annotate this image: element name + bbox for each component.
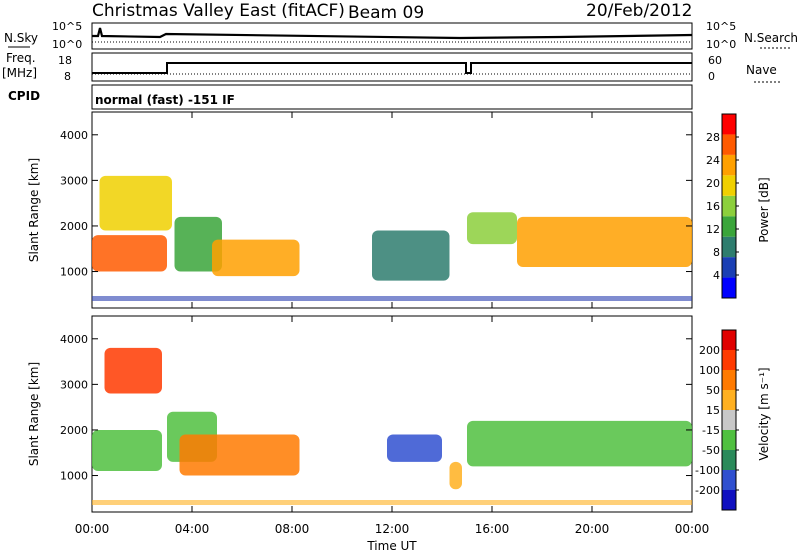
- freq-unit: [MHz]: [2, 66, 37, 80]
- velocity-colorbar-tick-label: 15: [706, 404, 720, 417]
- beam-label: Beam 09: [348, 3, 424, 23]
- velocity-colorbar-swatch: [722, 450, 736, 470]
- power-colorbar-swatch: [722, 236, 736, 258]
- power-colorbar-swatch: [722, 154, 736, 176]
- power-colorbar-tick-label: 24: [706, 154, 720, 167]
- power-colorbar-swatch: [722, 195, 736, 217]
- velocity-colorbar-swatch: [722, 430, 736, 450]
- cpid-label: CPID: [8, 89, 40, 103]
- velocity-colorbar-tick-label: 50: [706, 384, 720, 397]
- cpid-value: normal (fast) -151 IF: [95, 93, 235, 107]
- time-tick-label: 16:00: [475, 522, 510, 536]
- freq-trace: [92, 62, 692, 74]
- nsearch-label: N.Search: [744, 31, 798, 45]
- power-echo-band: [372, 230, 450, 281]
- velocity-colorbar-frame: [721, 329, 737, 511]
- power-colorbar-tick-label: 8: [713, 246, 720, 259]
- freq-label: Freq.: [6, 51, 36, 65]
- velocity-ytick-label: 4000: [60, 333, 88, 346]
- power-ytick-label: 2000: [60, 220, 88, 233]
- power-colorbar-swatch: [722, 216, 736, 237]
- nsky-trace: [92, 27, 693, 40]
- velocity-colorbar-swatch: [722, 410, 736, 430]
- nsky-tick-bottom: 10^0: [52, 38, 82, 51]
- velocity-colorbar-swatch: [722, 470, 736, 490]
- time-tick-label: 00:00: [75, 522, 110, 536]
- velocity-echo-band: [449, 461, 462, 490]
- velocity-colorbar: 200 100 50 15 -15 -50 -100 -200: [695, 329, 739, 511]
- velocity-ytick-label: 1000: [60, 470, 88, 483]
- power-colorbar-label: Power [dB]: [757, 177, 771, 242]
- plot-title: Christmas Valley East (fitACF): [92, 1, 345, 21]
- velocity-panel: 4000 3000 2000 1000 Slant Range [km]: [27, 315, 693, 513]
- power-ytick-label: 4000: [60, 129, 88, 142]
- freq-tick-bottom: 8: [64, 70, 71, 83]
- velocity-colorbar-tick-label: -15: [702, 424, 720, 437]
- power-ytick-label: 3000: [60, 174, 88, 187]
- time-tick-label: 12:00: [375, 522, 410, 536]
- freq-tick-top: 18: [58, 54, 72, 67]
- power-colorbar-swatch: [722, 134, 736, 155]
- power-ylabel: Slant Range [km]: [27, 158, 41, 262]
- velocity-colorbar-tick-label: -50: [702, 444, 720, 457]
- velocity-ytick-label: 3000: [60, 378, 88, 391]
- time-axis-label: Time UT: [366, 539, 417, 553]
- nsearch-tick-top: 10^5: [706, 20, 736, 33]
- velocity-ground-scatter: [92, 500, 692, 505]
- velocity-colorbar-swatch: [722, 390, 736, 410]
- power-ytick-label: 1000: [60, 266, 88, 279]
- time-axis: 00:00 04:00 08:00 12:00 16:00 20:00 00:00: [75, 112, 710, 536]
- velocity-colorbar-tick-label: -100: [695, 464, 720, 477]
- velocity-colorbar-swatch: [722, 490, 736, 510]
- velocity-colorbar-tick-label: 100: [699, 364, 720, 377]
- velocity-echo-band: [92, 429, 162, 471]
- velocity-echo-band: [179, 434, 300, 476]
- velocity-colorbar-label: Velocity [m s⁻¹]: [757, 367, 771, 460]
- power-echo-band: [174, 216, 222, 272]
- velocity-echo-band: [387, 434, 442, 462]
- nsky-label: N.Sky: [4, 31, 38, 45]
- power-echo-band: [92, 235, 167, 272]
- power-colorbar: 28 24 20 16 12 8 4: [706, 113, 739, 299]
- velocity-colorbar-swatch: [722, 330, 736, 350]
- power-echo-band: [517, 216, 692, 267]
- velocity-colorbar-tick-label: 200: [699, 344, 720, 357]
- power-colorbar-swatch: [722, 257, 736, 278]
- velocity-echo-band: [104, 347, 162, 394]
- time-tick-label: 00:00: [675, 522, 710, 536]
- power-ground-scatter: [92, 296, 692, 301]
- power-panel: 4000 3000 2000 1000 Slant Range [km]: [27, 111, 693, 309]
- time-tick-label: 04:00: [175, 522, 210, 536]
- velocity-colorbar-swatch: [722, 370, 736, 390]
- velocity-echo-band: [467, 420, 692, 467]
- power-colorbar-tick-label: 20: [706, 177, 720, 190]
- power-colorbar-tick-label: 12: [706, 223, 720, 236]
- power-colorbar-tick-label: 28: [706, 131, 720, 144]
- power-colorbar-swatch: [722, 175, 736, 196]
- nave-tick-bottom: 0: [708, 70, 715, 83]
- power-colorbar-swatch: [722, 277, 736, 298]
- cpid-panel-frame: [91, 84, 693, 110]
- velocity-ytick-label: 2000: [60, 424, 88, 437]
- power-echo-band: [467, 212, 517, 245]
- time-tick-label: 08:00: [275, 522, 310, 536]
- nsearch-tick-bottom: 10^0: [706, 38, 736, 51]
- power-echo-band: [212, 239, 300, 277]
- nave-tick-top: 60: [708, 54, 722, 67]
- nsky-tick-top: 10^5: [52, 20, 82, 33]
- nave-label: Nave: [746, 63, 777, 77]
- velocity-colorbar-tick-label: -200: [695, 484, 720, 497]
- date-label: 20/Feb/2012: [586, 1, 692, 21]
- velocity-colorbar-swatch: [722, 350, 736, 370]
- time-tick-label: 20:00: [575, 522, 610, 536]
- power-colorbar-tick-label: 4: [713, 269, 720, 282]
- velocity-ylabel: Slant Range [km]: [27, 362, 41, 466]
- power-colorbar-tick-label: 16: [706, 200, 720, 213]
- power-colorbar-swatch: [722, 114, 736, 135]
- freq-panel-frame: [91, 52, 693, 82]
- power-echo-band: [99, 175, 172, 231]
